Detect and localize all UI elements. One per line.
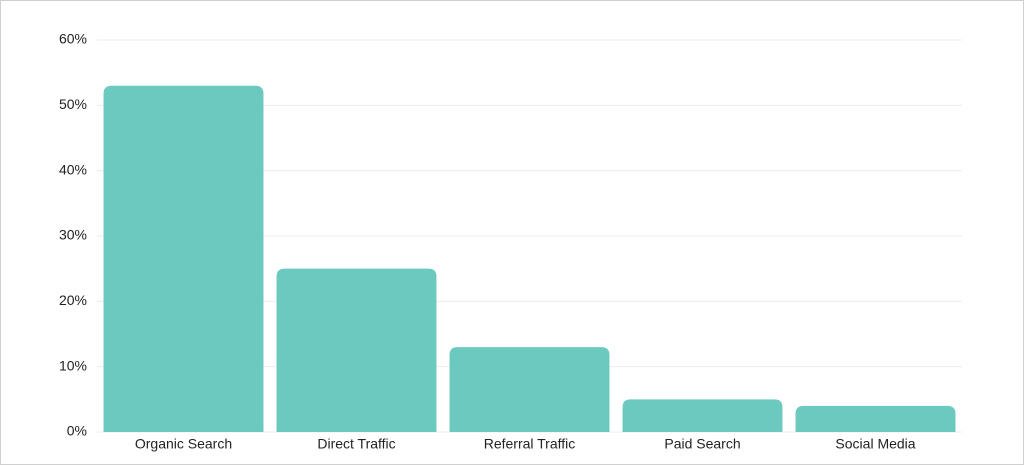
bar: [276, 268, 437, 432]
y-tick-label: 60%: [59, 31, 87, 47]
y-tick-label: 50%: [59, 96, 87, 112]
x-tick-label: Referral Traffic: [484, 436, 576, 452]
bar: [103, 85, 264, 432]
bar: [449, 347, 610, 432]
bar: [622, 399, 783, 432]
x-tick-label: Organic Search: [135, 436, 232, 452]
x-tick-label: Paid Search: [664, 436, 740, 452]
y-tick-label: 0%: [67, 423, 87, 439]
bar: [795, 405, 956, 432]
x-tick-label: Direct Traffic: [317, 436, 395, 452]
y-tick-label: 40%: [59, 161, 87, 177]
y-tick-label: 20%: [59, 292, 87, 308]
y-tick-label: 30%: [59, 227, 87, 243]
y-tick-label: 10%: [59, 357, 87, 373]
x-tick-label: Social Media: [835, 436, 915, 452]
